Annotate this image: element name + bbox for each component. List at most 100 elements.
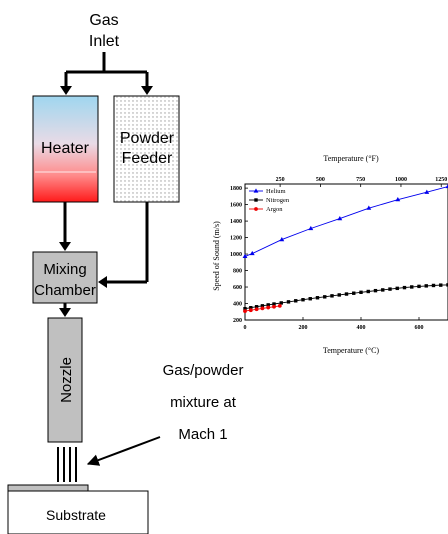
y-axis-title: Speed of Sound (m/s) (212, 221, 221, 291)
legend-nitrogen-label: Nitrogen (266, 197, 290, 204)
gas-inlet-label-line2: Inlet (89, 33, 120, 50)
nitrogen-point (359, 290, 363, 295)
helium-point (337, 216, 343, 221)
nozzle-label: Nozzle (58, 357, 75, 403)
nitrogen-point (366, 289, 370, 294)
y-tick-label: 400 (233, 302, 242, 308)
nitrogen-point (395, 286, 399, 291)
nitrogen-point (308, 297, 312, 301)
y-tick-label: 800 (233, 269, 242, 275)
powder-feeder-label-line1: Powder (120, 130, 175, 147)
heater-inlet-arrow (60, 86, 72, 95)
annotation-arrow (86, 436, 161, 466)
nitrogen-point (417, 284, 421, 289)
legend-argon-label: Argon (266, 206, 283, 213)
x-axis-title: Temperature (°C) (323, 346, 380, 355)
x-tick-label: 600 (415, 325, 424, 331)
mixing-chamber-label-line1: Mixing (43, 261, 86, 278)
mixing-chamber-label-line2: Chamber (34, 282, 96, 299)
nitrogen-point (315, 296, 320, 300)
heater-outlet-arrow (59, 242, 71, 251)
x-tick-label: 200 (299, 325, 308, 331)
helium-point (445, 183, 448, 189)
mixing-outlet-arrow (59, 308, 71, 317)
nitrogen-point (330, 294, 334, 298)
mixing-chamber-box (32, 251, 98, 304)
helium-point (242, 253, 248, 258)
powder-feeder-label-line2: Feeder (122, 150, 173, 167)
annotation-line2: mixture at (170, 394, 237, 411)
top-tick-label: 1250 (435, 177, 447, 183)
x-tick-label: 400 (357, 325, 366, 331)
nitrogen-point (260, 304, 265, 308)
top-tick-label: 1000 (395, 177, 407, 183)
helium-point (279, 237, 285, 242)
nitrogen-point (337, 293, 341, 297)
spray-lines (57, 447, 77, 482)
heater-label: Heater (41, 140, 90, 157)
powder-feeder-fill (114, 96, 179, 202)
helium-point (424, 189, 430, 194)
inlet-piping (64, 52, 149, 88)
nitrogen-point (388, 287, 392, 291)
y-tick-label: 1400 (230, 219, 242, 225)
y-tick-label: 600 (233, 285, 242, 291)
argon-point (254, 307, 259, 312)
y-tick-label: 1200 (230, 236, 242, 242)
y-tick-label: 1800 (230, 186, 242, 192)
substrate-box (7, 490, 149, 534)
nitrogen-point (243, 307, 247, 311)
argon-point (272, 304, 276, 309)
coating-layer (7, 484, 89, 492)
nitrogen-point (344, 292, 349, 296)
argon-point (243, 309, 247, 313)
top-tick-label: 750 (356, 177, 365, 183)
nitrogen-point (286, 300, 291, 304)
nozzle-box (47, 317, 83, 443)
argon-point (248, 308, 253, 313)
nitrogen-point (381, 288, 385, 292)
nitrogen-point (424, 284, 428, 288)
argon-point (260, 306, 265, 311)
nitrogen-point (249, 306, 253, 310)
y-tick-label: 1600 (230, 203, 242, 209)
argon-point (266, 305, 271, 310)
nitrogen-point (446, 283, 448, 287)
feeder-outlet-pipe (106, 202, 149, 284)
annotation-line3: Mach 1 (178, 426, 227, 443)
argon-point (277, 304, 282, 308)
legend-helium-marker (253, 188, 259, 193)
helium-point (308, 225, 314, 231)
helium-point (395, 197, 401, 202)
top-axis-title: Temperature (°F) (323, 154, 379, 163)
nitrogen-point (254, 305, 259, 309)
gas-inlet-label-line1: Gas (89, 12, 118, 29)
nitrogen-point (431, 283, 436, 288)
top-tick-label: 250 (276, 177, 285, 183)
nitrogen-point (410, 285, 414, 289)
y-tick-label: 1000 (230, 252, 242, 258)
helium-point (249, 250, 255, 256)
plot-area: 0 200 400 600200400600800100012001400160018… (230, 177, 448, 331)
nitrogen-point (373, 288, 378, 293)
feeder-inlet-arrow (141, 86, 153, 95)
legend-nitrogen-marker (254, 198, 258, 202)
legend-argon-marker (254, 207, 258, 211)
nitrogen-point (272, 302, 276, 306)
nitrogen-point (402, 285, 407, 290)
nitrogen-point (279, 301, 283, 305)
nitrogen-point (266, 303, 270, 307)
nitrogen-point (301, 298, 305, 302)
nitrogen-point (294, 299, 298, 303)
nitrogen-point (352, 291, 356, 295)
speed-of-sound-chart: Temperature (°F) Temperature (°C) Speed … (212, 154, 448, 355)
feeder-outlet-arrow (98, 276, 107, 288)
legend-helium-label: Helium (266, 188, 286, 195)
plot-frame (244, 183, 448, 321)
nitrogen-point (323, 295, 327, 299)
substrate-label: Substrate (46, 507, 106, 523)
nitrogen-point (439, 283, 443, 287)
x-tick-label: 0 (244, 325, 247, 331)
annotation-line1: Gas/powder (163, 362, 244, 379)
